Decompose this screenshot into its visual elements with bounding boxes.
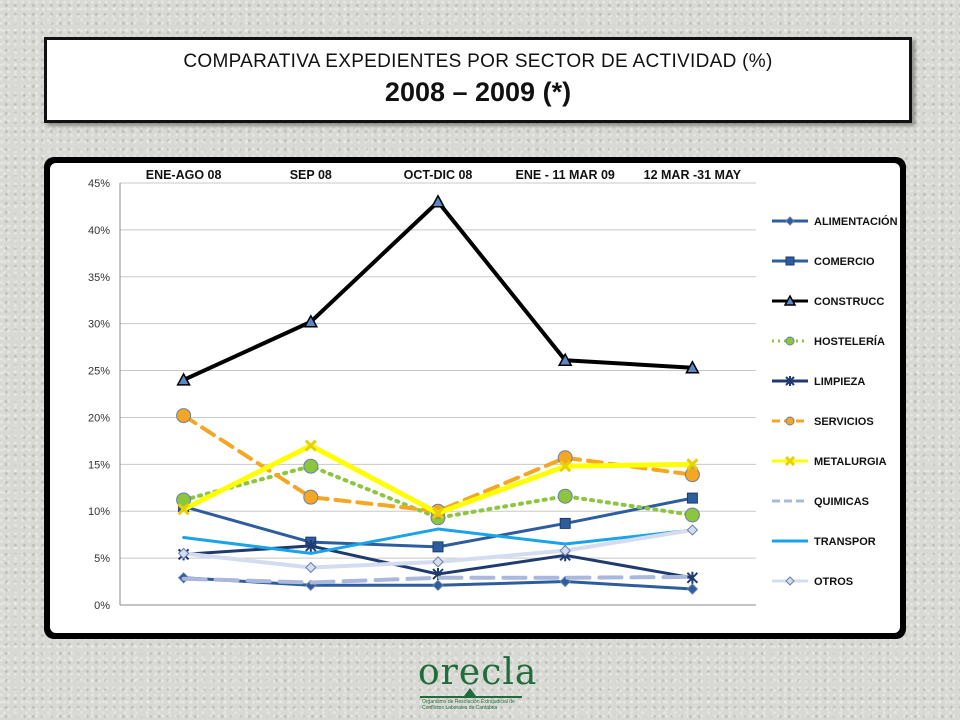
data-point-otros [177,547,190,560]
data-point-hosteleria [557,488,573,504]
category-label: ENE-AGO 08 [146,168,222,182]
series-line-construcc [181,199,695,382]
series-line-transpor [182,527,694,555]
legend-marker-alimentacion [785,216,795,226]
y-tick-label: 45% [88,178,110,190]
data-point-construcc [430,194,446,208]
data-point-hosteleria [303,458,319,474]
legend-label: METALURGIA [814,456,887,468]
legend-label: TRANSPOR [814,536,876,548]
series-line-quimicas [181,574,695,585]
data-point-otros [559,544,571,557]
legend-label: HOSTELERÍA [814,335,885,348]
data-point-metalurgia [559,460,572,473]
category-label: ENE - 11 MAR 09 [516,168,615,182]
y-tick-label: 15% [88,459,110,471]
data-point-servicios [176,408,192,424]
legend-label: LIMPIEZA [814,376,865,388]
data-point-construcc [176,372,191,386]
data-point-otros [432,556,444,568]
data-point-servicios [303,489,319,505]
data-point-metalurgia [177,503,190,516]
legend-marker-comercio [785,256,795,266]
legend-label: OTROS [814,576,853,588]
logo-triangle-icon [464,688,476,696]
legend-marker-metalurgia [784,455,796,467]
data-point-alimentacion [432,579,444,592]
y-tick-label: 0% [94,600,110,612]
data-point-servicios [684,467,700,483]
y-tick-label: 5% [94,553,110,565]
data-point-metalurgia [304,439,317,452]
y-tick-label: 25% [88,366,110,378]
legend-label: CONSTRUCC [814,296,884,308]
legend-marker-limpieza [785,376,795,386]
data-point-alimentacion [686,583,699,595]
logo-subtitle: Organismo de Resolución Extrajudicial de… [422,699,515,711]
logo-rule [420,696,522,698]
chart-title: COMPARATIVA EXPEDIENTES POR SECTOR DE AC… [183,51,773,72]
y-tick-label: 40% [88,225,110,237]
line-chart: 0% 5% 10% 15% 20% 25% 30% 35% 40% 45% ENE-AGO 08 SE… [88,168,898,612]
legend-label: COMERCIO [814,256,875,268]
chart-area: 0% 5% 10% 15% 20% 25% 30% 35% 40% 45% ENE-AGO 08 SE… [50,163,900,633]
data-point-construcc [303,314,319,328]
title-box: COMPARATIVA EXPEDIENTES POR SECTOR DE AC… [44,37,912,123]
legend-marker-otros [785,576,795,586]
data-point-metalurgia [686,458,699,471]
orecla-logo: orecla Organismo de Resolución Extrajudi… [412,652,536,714]
data-point-otros [686,524,699,536]
category-label: 12 MAR -31 MAY [644,168,742,182]
data-point-comercio [686,492,698,504]
data-point-hosteleria [684,507,700,523]
y-tick-label: 35% [88,272,110,284]
legend-marker-servicios [785,416,795,426]
series-line-hosteleria [181,464,695,520]
y-tick-label: 10% [88,506,110,518]
category-label: OCT-DIC 08 [404,168,473,182]
legend-label: SERVICIOS [814,416,874,428]
logo-wordmark: orecla [418,652,538,693]
data-point-limpieza [686,571,699,584]
data-point-construcc [685,360,700,374]
legend-label: ALIMENTACIÓN [814,215,898,228]
legend-marker-hosteleria [785,336,795,346]
legend-marker-construcc [783,294,797,306]
y-tick-label: 30% [88,319,110,331]
category-label: SEP 08 [290,168,332,182]
data-point-comercio [432,541,444,553]
chart-subtitle: 2008 – 2009 (*) [384,77,572,107]
data-point-metalurgia [431,507,445,520]
data-point-comercio [559,517,571,529]
data-point-limpieza [305,539,317,552]
legend-label: QUIMICAS [814,496,869,508]
data-point-construcc [557,352,573,366]
y-tick-label: 20% [88,412,110,424]
data-point-otros [305,561,317,574]
